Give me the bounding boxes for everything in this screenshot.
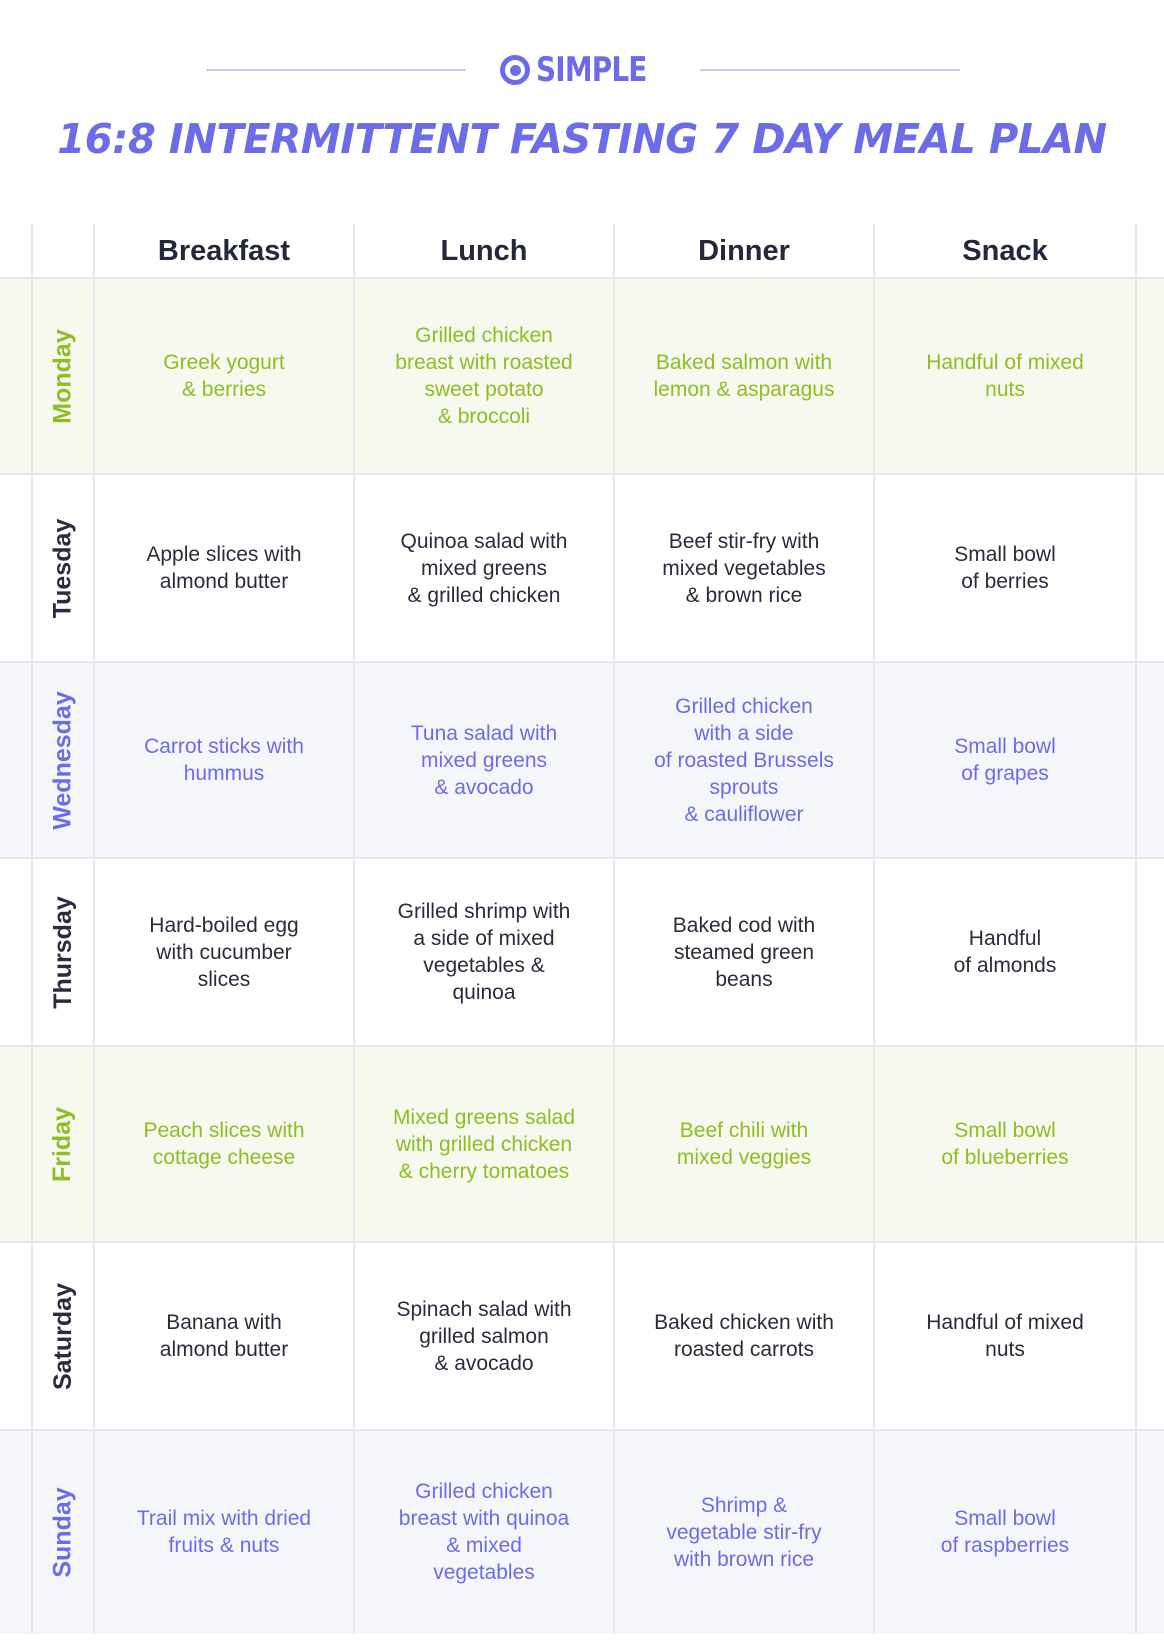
day-label: Wednesday	[48, 690, 77, 830]
grid-line	[0, 661, 1164, 663]
dinner-cell: Beef stir-fry with mixed vegetables & br…	[662, 529, 826, 607]
breakfast-cell: Peach slices with cottage cheese	[143, 1119, 305, 1169]
breakfast-cell: Banana with almond butter	[159, 1311, 289, 1361]
lunch-cell: Spinach salad with grilled salmon & avoc…	[396, 1297, 572, 1375]
column-header-dinner: Dinner	[698, 234, 790, 267]
dinner-cell: Baked cod with steamed green beans	[672, 913, 816, 991]
logo-icon	[500, 55, 530, 85]
brand-header: SIMPLE	[0, 48, 1164, 92]
lunch-cell: Tuna salad with mixed greens & avocado	[410, 721, 558, 799]
lunch-cell: Grilled chicken breast with roasted swee…	[395, 324, 573, 428]
meal-plan-table: Monday Greek yogurt & berries Grilled ch…	[0, 224, 1164, 1634]
column-header-breakfast: Breakfast	[157, 234, 291, 267]
dinner-cell: Shrimp & vegetable stir-fry with brown r…	[666, 1493, 822, 1571]
dinner-cell: Grilled chicken with a side of roasted B…	[654, 694, 834, 826]
lunch-cell: Quinoa salad with mixed greens & grilled…	[400, 529, 568, 607]
day-label: Thursday	[48, 895, 77, 1009]
dinner-cell: Baked chicken with roasted carrots	[654, 1311, 834, 1361]
breakfast-cell: Hard-boiled egg with cucumber slices	[149, 913, 299, 991]
snack-cell: Small bowl of grapes	[954, 735, 1056, 785]
snack-cell: Handful of almonds	[953, 927, 1057, 977]
grid-line	[31, 224, 33, 1634]
breakfast-cell: Carrot sticks with hummus	[144, 735, 304, 785]
brand-logo: SIMPLE	[500, 48, 671, 92]
grid-line	[0, 857, 1164, 859]
lunch-cell: Grilled shrimp with a side of mixed vege…	[397, 900, 571, 1004]
column-header-snack: Snack	[962, 234, 1048, 267]
day-label: Friday	[48, 1106, 77, 1182]
day-label: Tuesday	[48, 518, 77, 618]
table-row: Monday Greek yogurt & berries Grilled ch…	[0, 278, 1164, 474]
snack-cell: Handful of mixed nuts	[926, 1311, 1084, 1361]
table-row: Wednesday Carrot sticks with hummus Tuna…	[0, 662, 1164, 858]
day-label: Saturday	[48, 1282, 77, 1390]
breakfast-cell: Trail mix with dried fruits & nuts	[136, 1507, 312, 1557]
day-label: Monday	[48, 328, 77, 424]
snack-cell: Small bowl of berries	[954, 543, 1056, 593]
grid-line	[1135, 224, 1137, 1634]
grid-line	[873, 224, 875, 1634]
grid-line	[613, 224, 615, 1634]
grid-line	[353, 224, 355, 1634]
dinner-cell: Baked salmon with lemon & asparagus	[653, 351, 835, 401]
snack-cell: Small bowl of blueberries	[941, 1119, 1069, 1169]
dinner-cell: Beef chili with mixed veggies	[676, 1119, 812, 1169]
breakfast-cell: Greek yogurt & berries	[163, 351, 285, 401]
lunch-cell: Mixed greens salad with grilled chicken …	[392, 1105, 576, 1183]
divider-right	[700, 69, 960, 71]
table-row: Thursday Hard-boiled egg with cucumber s…	[0, 858, 1164, 1046]
lunch-cell: Grilled chicken breast with quinoa & mix…	[398, 1480, 570, 1584]
grid-line	[0, 1045, 1164, 1047]
grid-line	[0, 473, 1164, 475]
grid-line	[0, 1429, 1164, 1431]
table-row: Friday Peach slices with cottage cheese …	[0, 1046, 1164, 1242]
column-header-lunch: Lunch	[440, 234, 528, 267]
table-row: Sunday Trail mix with dried fruits & nut…	[0, 1430, 1164, 1634]
breakfast-cell: Apple slices with almond butter	[146, 543, 302, 593]
snack-cell: Handful of mixed nuts	[926, 351, 1084, 401]
divider-left	[206, 69, 466, 71]
page-title: 16:8 INTERMITTENT FASTING 7 DAY MEAL PLA…	[57, 115, 1107, 163]
grid-line	[0, 277, 1164, 279]
table-row: Saturday Banana with almond butter Spina…	[0, 1242, 1164, 1430]
brand-name: SIMPLE	[536, 50, 647, 90]
grid-line	[93, 224, 95, 1634]
table-row: Tuesday Apple slices with almond butter …	[0, 474, 1164, 662]
day-label: Sunday	[48, 1486, 77, 1578]
snack-cell: Small bowl of raspberries	[940, 1507, 1070, 1557]
grid-line	[0, 1241, 1164, 1243]
